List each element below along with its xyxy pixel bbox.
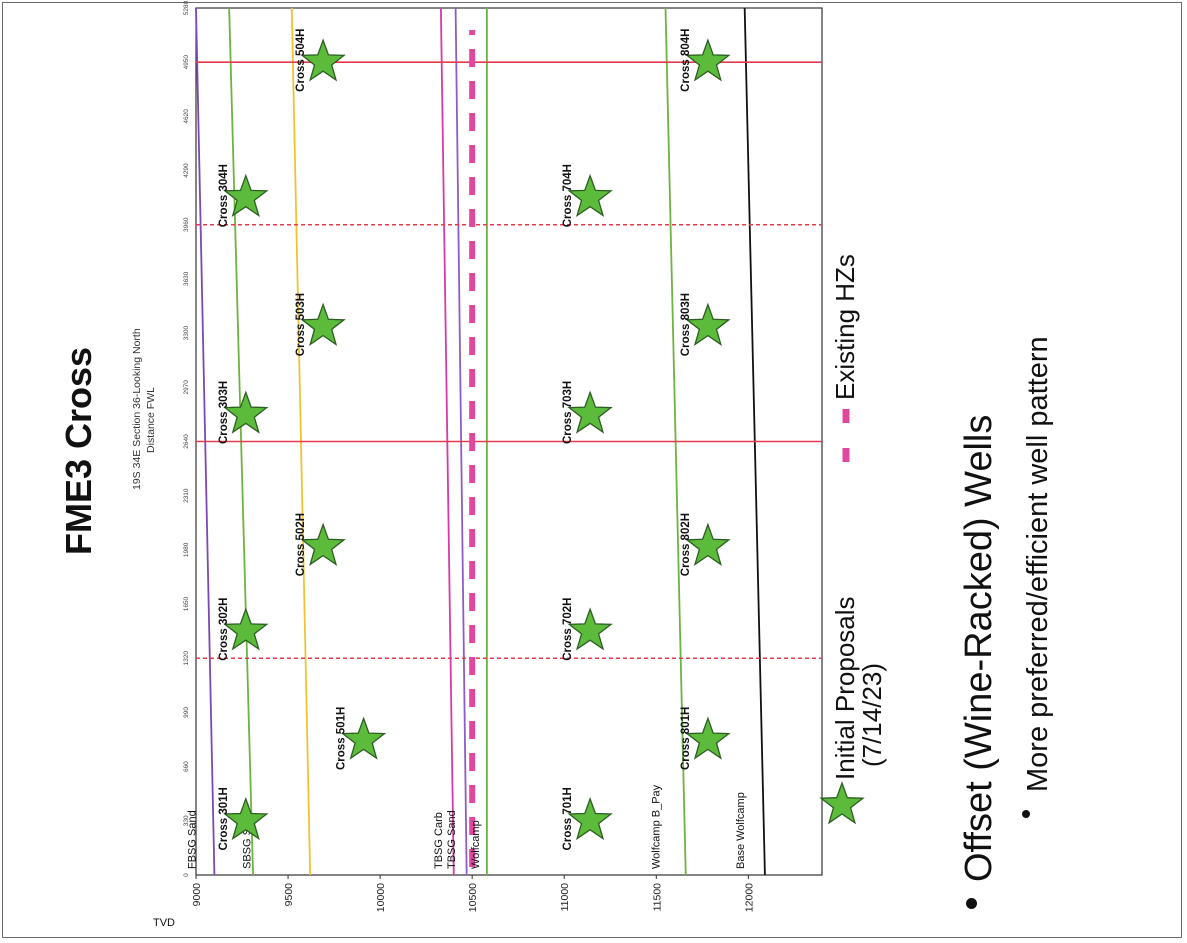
x-tick-label: 0	[183, 873, 190, 877]
x-tick-label: 990	[183, 707, 190, 718]
bullet-dot	[966, 898, 977, 909]
well-label-cross-804h: Cross 804H	[680, 29, 692, 92]
x-tick-label: 3630	[183, 271, 190, 286]
tvd-tick-labels: 9000 9500 10000 10500 11000 11500 12000	[191, 875, 755, 912]
formation-label-wolfcamp-b-pay: Wolfcamp B_Pay	[650, 784, 662, 869]
well-label-cross-502h: Cross 502H	[295, 513, 307, 576]
well-star-cross-303h	[223, 390, 269, 434]
x-tick-label: 1980	[183, 542, 190, 557]
x-tick-label: 2970	[183, 380, 190, 395]
well-star-cross-701h	[567, 796, 613, 841]
x-tick-label: 4620	[183, 109, 190, 124]
well-label-cross-302h: Cross 302H	[218, 598, 230, 661]
well-label-cross-504h: Cross 504H	[295, 29, 307, 92]
tvd-tick-label: 12000	[743, 883, 755, 912]
well-star-cross-501h	[340, 716, 387, 760]
well-label-cross-803h: Cross 803H	[680, 293, 692, 356]
well-markers: Cross 301H Cross 501H Cross 302H Cross 502H…	[218, 29, 731, 850]
well-label-cross-701h: Cross 701H	[562, 787, 574, 850]
x-tick-label: 1650	[183, 596, 190, 611]
well-star-cross-304h	[223, 173, 269, 218]
well-star-cross-804h	[685, 38, 731, 82]
well-label-cross-301h: Cross 301H	[218, 787, 230, 850]
legend-existing-hzs-label: Existing HZs	[830, 254, 860, 400]
well-label-cross-304h: Cross 304H	[218, 164, 230, 227]
well-star-cross-503h	[300, 302, 346, 346]
legend-initial-proposals-line-2: (7/14/23)	[857, 662, 887, 768]
well-label-cross-501h: Cross 501H	[336, 707, 348, 770]
legend-initial-proposals-line-1: Initial Proposals	[830, 596, 860, 780]
x-tick-label: 1320	[183, 651, 190, 666]
x-tick-label: 2310	[183, 488, 190, 503]
well-star-cross-504h	[300, 38, 346, 82]
well-label-cross-704h: Cross 704H	[562, 164, 574, 227]
well-star-cross-802h	[685, 522, 731, 566]
tvd-tick-label: 9500	[283, 883, 295, 907]
legend-star-icon	[819, 781, 865, 825]
well-label-cross-702h: Cross 702H	[562, 598, 574, 661]
y-axis-label: TVD	[153, 917, 175, 929]
x-tick-label: 4290	[183, 163, 190, 178]
well-label-cross-303h: Cross 303H	[218, 381, 230, 444]
x-tick-label: 660	[183, 761, 190, 772]
x-tick-labels: 0 330 660 990 1320 1650 1980 2310 2640 2970 3300 36…	[183, 0, 190, 876]
tvd-tick-label: 11000	[559, 883, 571, 912]
well-star-cross-702h	[567, 607, 613, 651]
well-star-cross-803h	[685, 302, 731, 346]
bullet-sub: More preferred/efficient well pattern	[1022, 336, 1054, 792]
bullet-sub-dot	[1022, 810, 1030, 818]
x-tick-label: 330	[183, 815, 190, 826]
well-label-cross-503h: Cross 503H	[295, 293, 307, 356]
well-label-cross-703h: Cross 703H	[562, 381, 574, 444]
formation-label-base-wolfcamp: Base Wolfcamp	[735, 792, 747, 869]
tvd-tick-label: 9000	[191, 883, 203, 907]
legend	[819, 409, 865, 825]
x-tick-label: 4950	[183, 55, 190, 70]
well-label-cross-801h: Cross 801H	[680, 707, 692, 770]
x-tick-label: 5280	[183, 0, 190, 15]
well-star-cross-801h	[685, 716, 731, 760]
formation-label-tbsg-sand: TBSG Sand	[446, 810, 458, 869]
x-tick-label: 2640	[183, 434, 190, 449]
legend-initial-proposals: Initial Proposals (7/14/23)	[830, 596, 887, 780]
bullet-main: Offset (Wine-Racked) Wells	[958, 414, 1000, 882]
tvd-tick-label: 10000	[375, 883, 387, 912]
well-label-cross-802h: Cross 802H	[680, 513, 692, 576]
formation-label-fbsg-sand: FBSG Sand	[186, 810, 198, 869]
tvd-tick-label: 10500	[467, 883, 479, 912]
well-star-cross-502h	[300, 522, 346, 566]
formation-label-wolfcamp: Wolfcamp	[470, 820, 482, 869]
well-star-cross-704h	[567, 173, 613, 218]
formation-label-tbsg-carb: TBSG Carb	[433, 812, 445, 869]
x-tick-label: 3960	[183, 217, 190, 232]
tvd-tick-label: 11500	[651, 883, 663, 912]
x-tick-label: 3300	[183, 326, 190, 341]
well-star-cross-302h	[223, 607, 269, 651]
well-star-cross-301h	[223, 796, 269, 841]
well-star-cross-703h	[567, 390, 613, 434]
